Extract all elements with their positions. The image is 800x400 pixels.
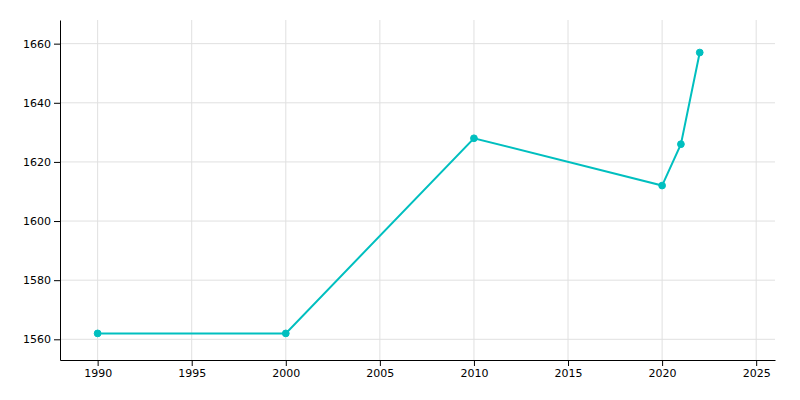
x-tick: 2010 <box>460 360 488 380</box>
y-tick: 1580 <box>23 274 60 287</box>
x-tick-mark <box>380 360 381 366</box>
x-tick-mark <box>662 360 663 366</box>
y-tick-label: 1620 <box>23 156 51 169</box>
grid-line <box>97 20 98 360</box>
x-tick-mark <box>192 360 193 366</box>
x-tick: 2015 <box>555 360 583 380</box>
x-tick-label: 2015 <box>555 367 583 380</box>
y-tick: 1600 <box>23 215 60 228</box>
y-tick-mark <box>54 339 60 340</box>
y-axis-line <box>60 21 61 361</box>
x-tick-mark <box>474 360 475 366</box>
x-tick: 2020 <box>649 360 677 380</box>
y-axis: 1560 1580 1600 1620 1640 1660 <box>23 21 61 361</box>
y-tick: 1620 <box>23 156 60 169</box>
x-tick-mark <box>98 360 99 366</box>
grid-line <box>191 20 192 360</box>
y-tick-mark <box>54 162 60 163</box>
y-tick-mark <box>54 103 60 104</box>
x-tick: 2000 <box>272 360 300 380</box>
y-tick-mark <box>54 44 60 45</box>
x-tick-mark <box>756 360 757 366</box>
grid-line <box>568 20 569 360</box>
x-tick-mark <box>568 360 569 366</box>
y-tick-label: 1560 <box>23 333 51 346</box>
y-tick-label: 1660 <box>23 38 51 51</box>
point <box>659 182 666 189</box>
chart: 1990 1995 2000 2005 2010 2015 2020 2025 1560 1580… <box>0 0 800 400</box>
x-axis: 1990 1995 2000 2005 2010 2015 2020 2025 <box>61 360 776 380</box>
y-tick: 1640 <box>23 97 60 110</box>
grid-line <box>60 102 775 103</box>
x-tick-label: 1990 <box>84 367 112 380</box>
y-tick-mark <box>54 280 60 281</box>
grid-line <box>473 20 474 360</box>
grid-line <box>60 221 775 222</box>
x-tick-mark <box>286 360 287 366</box>
y-tick-label: 1580 <box>23 274 51 287</box>
x-axis-line <box>61 360 776 361</box>
point <box>696 49 703 56</box>
x-tick: 1990 <box>84 360 112 380</box>
grid-line <box>662 20 663 360</box>
x-tick-label: 2000 <box>272 367 300 380</box>
point <box>282 330 289 337</box>
y-tick-label: 1600 <box>23 215 51 228</box>
grid-line <box>756 20 757 360</box>
grid-line <box>285 20 286 360</box>
x-tick: 1995 <box>178 360 206 380</box>
point <box>678 141 685 148</box>
grid-line <box>379 20 380 360</box>
y-tick: 1560 <box>23 333 60 346</box>
x-tick-label: 2005 <box>366 367 394 380</box>
grid-line <box>60 43 775 44</box>
y-tick-mark <box>54 221 60 222</box>
x-tick-label: 1995 <box>178 367 206 380</box>
x-tick: 2005 <box>366 360 394 380</box>
grid-line <box>60 339 775 340</box>
plot: 1990 1995 2000 2005 2010 2015 2020 2025 1560 1580… <box>23 20 776 380</box>
line <box>98 53 700 334</box>
y-tick: 1660 <box>23 38 60 51</box>
series <box>94 49 703 337</box>
x-tick-label: 2020 <box>649 367 677 380</box>
x-tick-label: 2010 <box>460 367 488 380</box>
x-tick: 2025 <box>743 360 771 380</box>
x-tick-label: 2025 <box>743 367 771 380</box>
grid-line <box>60 161 775 162</box>
point <box>471 135 478 142</box>
grid <box>60 20 775 360</box>
point <box>94 330 101 337</box>
y-tick-label: 1640 <box>23 97 51 110</box>
grid-line <box>60 280 775 281</box>
